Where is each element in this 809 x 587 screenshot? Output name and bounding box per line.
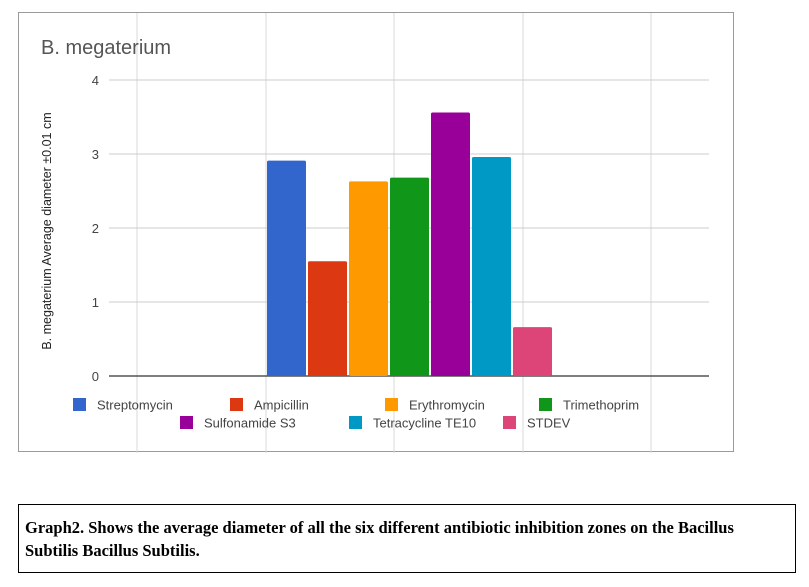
bar-erythromycin: [349, 181, 388, 376]
legend-label-stdev: STDEV: [527, 416, 571, 431]
y-axis-label: B. megaterium Average diameter ±0.01 cm: [40, 112, 54, 349]
y-tick-label: 3: [92, 147, 99, 162]
legend-label-streptomycin: Streptomycin: [97, 398, 173, 413]
caption-text: Graph2. Shows the average diameter of al…: [25, 518, 734, 560]
chart-title: B. megaterium: [41, 37, 171, 59]
y-tick-label: 0: [92, 369, 99, 384]
legend-swatch-streptomycin: [73, 398, 86, 411]
figure-caption: Graph2. Shows the average diameter of al…: [18, 504, 796, 573]
y-tick-label: 1: [92, 295, 99, 310]
bar-chart: B. megaterium B. megaterium Average diam…: [40, 13, 709, 453]
bar-tetracycline-te10: [472, 156, 511, 376]
legend-label-ampicillin: Ampicillin: [254, 398, 309, 413]
y-tick-label: 2: [92, 221, 99, 236]
legend-label-tetracycline-te10: Tetracycline TE10: [373, 416, 476, 431]
chart-frame: B. megaterium B. megaterium Average diam…: [18, 12, 734, 453]
legend-swatch-stdev: [503, 416, 516, 429]
y-tick-label: 4: [92, 73, 99, 88]
legend-label-trimethoprim: Trimethoprim: [563, 398, 639, 413]
bar-trimethoprim: [390, 177, 429, 376]
legend-label-sulfonamide-s3: Sulfonamide S3: [204, 416, 296, 431]
bar-sulfonamide-s3: [431, 112, 470, 376]
legend-swatch-ampicillin: [230, 398, 243, 411]
bar-streptomycin: [267, 160, 306, 376]
bar-ampicillin: [308, 261, 347, 376]
legend-label-erythromycin: Erythromycin: [409, 398, 485, 413]
bar-stdev: [513, 327, 552, 376]
legend-swatch-tetracycline-te10: [349, 416, 362, 429]
legend-swatch-erythromycin: [385, 398, 398, 411]
legend-swatch-sulfonamide-s3: [180, 416, 193, 429]
legend-swatch-trimethoprim: [539, 398, 552, 411]
